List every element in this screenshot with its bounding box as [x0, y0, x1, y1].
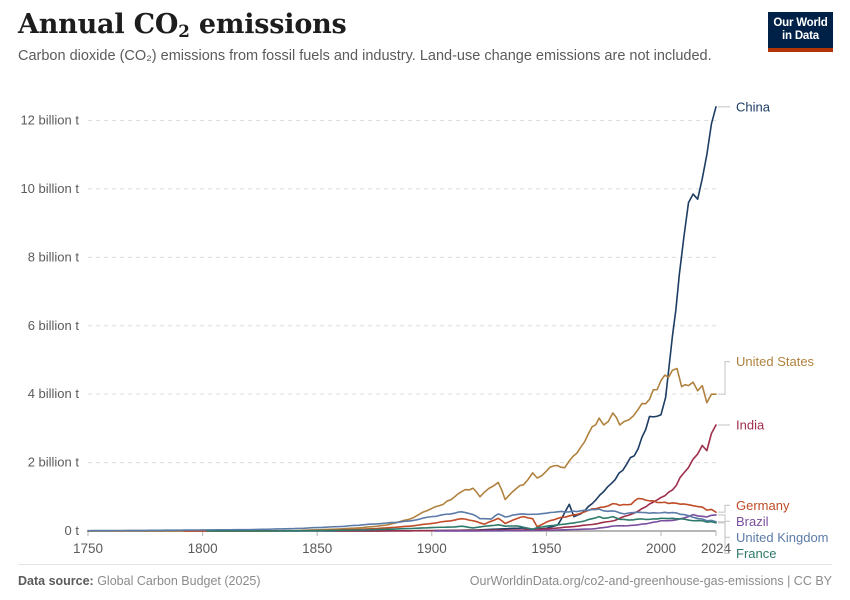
series-line-brazil[interactable] [433, 513, 717, 532]
line-chart-svg[interactable]: 0 t 2 billion t 4 billion t 6 billion t 8 bi… [0, 78, 850, 558]
series-label-india[interactable]: India [736, 417, 765, 432]
legend-connector [718, 361, 730, 395]
x-axis-tick-label: 1750 [73, 541, 103, 556]
data-source-label: Data source: [18, 574, 94, 588]
series-label-china[interactable]: China [736, 99, 771, 114]
x-axis-tick-label: 2024 [701, 541, 732, 556]
y-axis-tick-label: 10 billion t [20, 181, 79, 196]
license-link[interactable]: OurWorldinData.org/co2-and-greenhouse-ga… [469, 574, 832, 588]
series-label-brazil[interactable]: Brazil [736, 514, 769, 529]
legend-connector [718, 504, 730, 513]
title-suffix: emissions [189, 9, 347, 40]
series-line-china[interactable] [87, 106, 717, 532]
series-label-united-kingdom[interactable]: United Kingdom [736, 530, 829, 545]
x-axis-tick-label: 1950 [531, 541, 561, 556]
series-line-united-kingdom[interactable] [87, 508, 717, 532]
owid-logo[interactable]: Our World in Data [768, 12, 833, 52]
x-axis-tick-label: 1900 [417, 541, 447, 556]
series-line-india[interactable] [334, 424, 717, 532]
chart-header: Annual CO2 emissions Carbon dioxide (CO₂… [18, 10, 832, 65]
data-source-value: Global Carbon Budget (2025) [93, 574, 261, 588]
y-axis-tick-label: 6 billion t [28, 318, 80, 333]
title-prefix: Annual CO [18, 9, 179, 40]
x-axis-tick-label: 1800 [188, 541, 218, 556]
x-axis-tick-label: 1850 [302, 541, 332, 556]
series-label-france[interactable]: France [736, 546, 776, 558]
y-axis-tick-label: 4 billion t [28, 386, 80, 401]
y-axis-tick-label: 12 billion t [20, 113, 79, 128]
y-axis-tick-label: 2 billion t [28, 455, 80, 470]
x-axis-tick-label: 2000 [646, 541, 676, 556]
y-axis-tick-label: 8 billion t [28, 249, 80, 264]
title-subscript: 2 [178, 21, 190, 41]
series-label-united-states[interactable]: United States [736, 354, 815, 369]
page-subtitle: Carbon dioxide (CO₂) emissions from foss… [18, 47, 712, 64]
logo-line-1: Our World [773, 17, 828, 29]
series-line-united-states[interactable] [87, 367, 717, 532]
series-line-france[interactable] [206, 515, 717, 532]
data-source: Data source: Global Carbon Budget (2025) [18, 574, 261, 588]
plot-area: 0 t 2 billion t 4 billion t 6 billion t 8 bi… [0, 78, 850, 558]
legend-connector [718, 522, 730, 554]
logo-line-2: in Data [782, 30, 819, 42]
legend-connector [718, 521, 730, 538]
legend-connector [718, 514, 730, 522]
page-title: Annual CO2 emissions [18, 9, 832, 41]
chart-footer: Data source: Global Carbon Budget (2025)… [18, 564, 832, 588]
series-label-germany[interactable]: Germany [736, 498, 790, 513]
y-axis-tick-label: 0 t [65, 523, 80, 538]
